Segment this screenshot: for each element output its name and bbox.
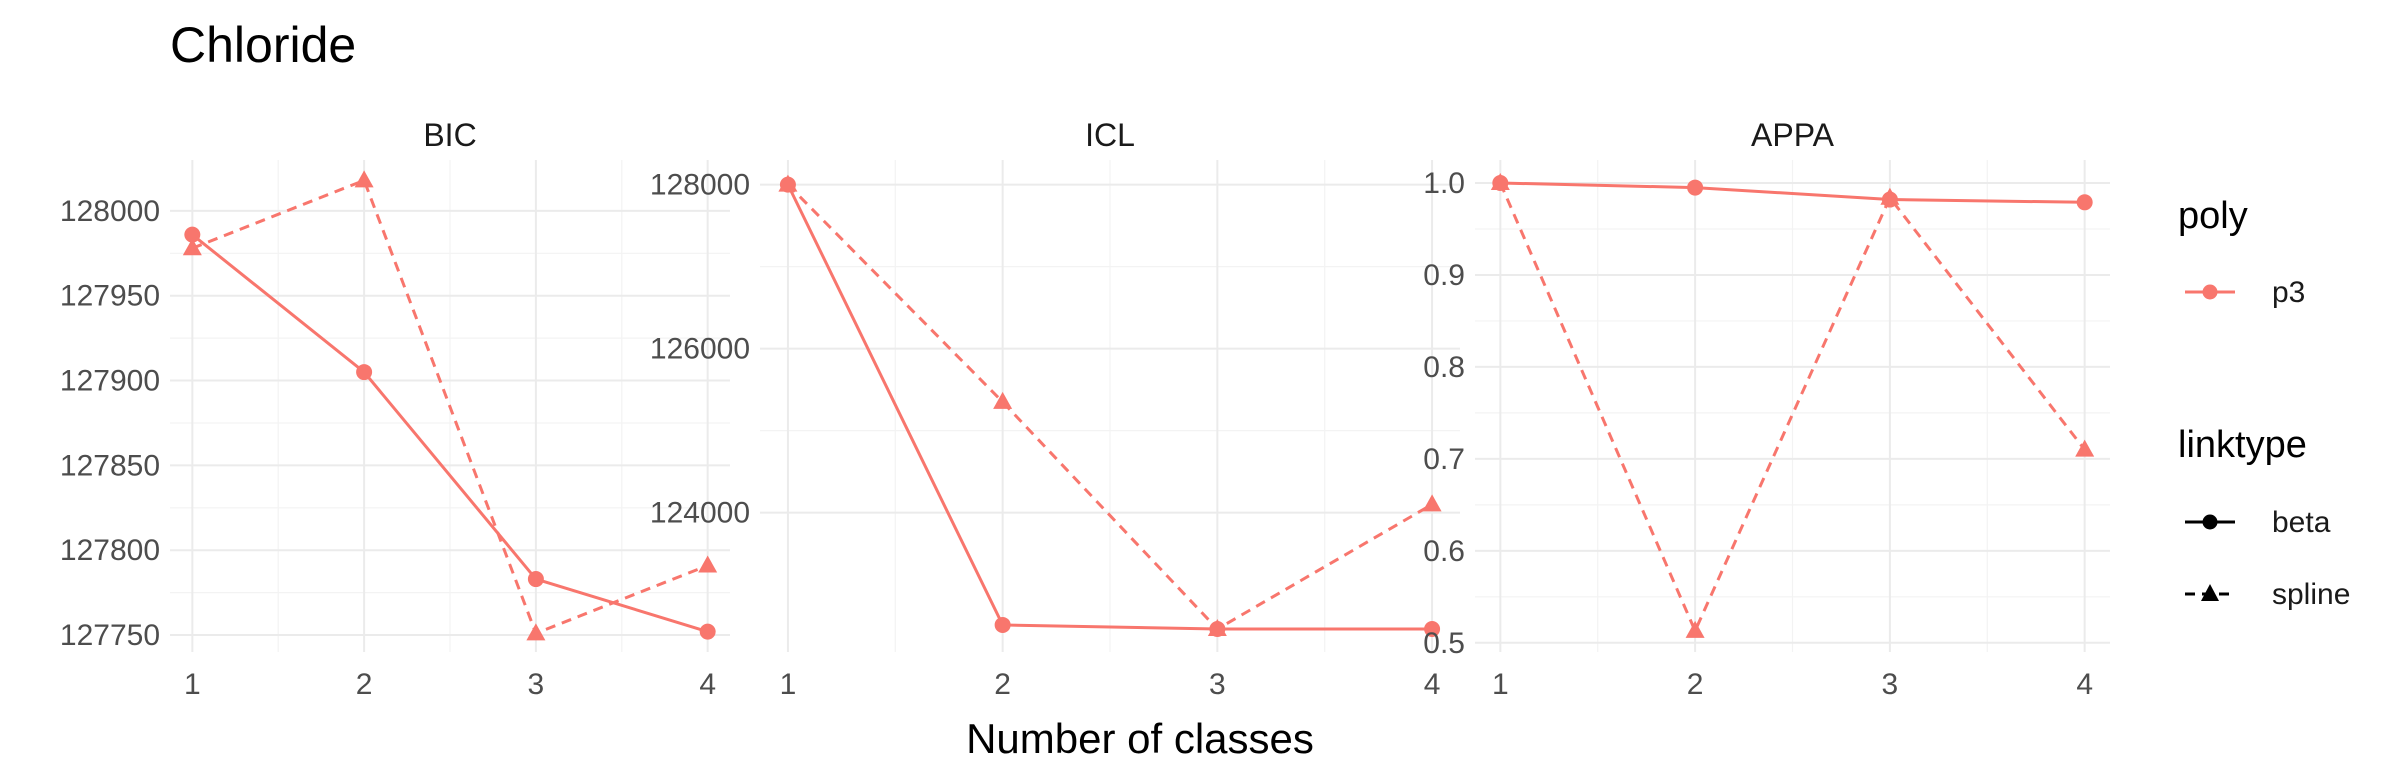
data-point-spline (1422, 494, 1442, 512)
x-tick-label: 1 (1492, 668, 1509, 701)
y-tick-label: 127800 (60, 534, 160, 567)
data-point-spline (1207, 619, 1227, 637)
panel-bic: 1 2 3 4 127750 127800 127850 127900 127950 128000… (60, 117, 730, 701)
y-tick-label: 0.5 (1423, 627, 1465, 660)
y-tick-label: 124000 (650, 497, 750, 530)
x-tick-label: 2 (994, 668, 1011, 701)
data-point-beta (1687, 179, 1704, 196)
legend-entry-spline: spline (2272, 578, 2350, 611)
data-point-beta (184, 226, 201, 243)
panel-icl: 1 2 3 4 124000 126000 128000 ICL (650, 117, 1460, 701)
y-tick-label: 127900 (60, 365, 160, 398)
data-point-spline (1490, 172, 1510, 190)
data-point-spline (2075, 439, 2095, 457)
facet-label-appa: APPA (1751, 117, 1835, 153)
legend: poly p3 linktype beta spline (2178, 195, 2350, 611)
data-point-beta (1424, 621, 1441, 638)
y-tick-label: 0.9 (1423, 259, 1465, 292)
y-tick-label: 0.8 (1423, 351, 1465, 384)
y-tick-label: 1.0 (1423, 167, 1465, 200)
x-tick-label: 4 (1424, 668, 1441, 701)
x-axis-label: Number of classes (966, 715, 1314, 762)
y-tick-label: 0.7 (1423, 443, 1465, 476)
x-tick-label: 2 (356, 668, 373, 701)
series-line-spline (191, 178, 709, 636)
y-tick-label: 0.6 (1423, 535, 1465, 568)
x-tick-label: 3 (1882, 668, 1899, 701)
x-tick-label: 2 (1687, 668, 1704, 701)
y-tick-label: 128000 (650, 169, 750, 202)
facet-label-icl: ICL (1085, 117, 1135, 153)
series-line-beta (1500, 181, 2085, 204)
data-point-beta (2076, 194, 2093, 211)
data-point-spline (993, 391, 1013, 409)
y-tick-label: 127950 (60, 280, 160, 313)
data-point-spline (698, 555, 718, 573)
x-tick-label: 1 (184, 668, 201, 701)
facet-label-bic: BIC (423, 117, 476, 153)
legend-title-poly: poly (2178, 195, 2248, 237)
legend-key-spline-marker (2201, 584, 2219, 601)
series-line-spline (1498, 182, 2086, 635)
y-tick-label: 127850 (60, 449, 160, 482)
data-point-beta (356, 364, 373, 381)
data-point-spline (354, 170, 374, 188)
legend-entry-p3: p3 (2272, 276, 2305, 309)
x-tick-label: 3 (1209, 668, 1226, 701)
x-tick-label: 1 (780, 668, 797, 701)
x-tick-label: 3 (528, 668, 545, 701)
data-point-spline (182, 238, 202, 256)
legend-entry-beta: beta (2272, 506, 2331, 539)
y-tick-label: 127750 (60, 619, 160, 652)
data-point-spline (1685, 620, 1705, 638)
x-tick-label: 4 (2076, 668, 2093, 701)
y-tick-label: 126000 (650, 333, 750, 366)
data-point-beta (527, 571, 544, 588)
x-tick-label: 4 (699, 668, 716, 701)
chart-title: Chloride (170, 17, 356, 73)
data-point-spline (1880, 187, 1900, 205)
series-line-beta (191, 233, 709, 634)
series-line-beta (786, 183, 1433, 631)
legend-title-linktype: linktype (2178, 424, 2307, 466)
legend-key-p3-marker (2202, 284, 2218, 300)
series-line-spline (786, 183, 1433, 631)
data-point-beta (699, 623, 716, 640)
panel-appa: 1 2 3 4 0.5 0.6 0.7 0.8 0.9 1.0 APPA (1423, 117, 2110, 701)
data-point-spline (778, 174, 798, 192)
y-tick-label: 128000 (60, 195, 160, 228)
legend-key-beta-marker (2202, 514, 2218, 530)
panels: 1 2 3 4 127750 127800 127850 127900 127950 128000… (60, 117, 2110, 701)
data-point-beta (994, 616, 1011, 633)
data-point-spline (526, 623, 546, 641)
